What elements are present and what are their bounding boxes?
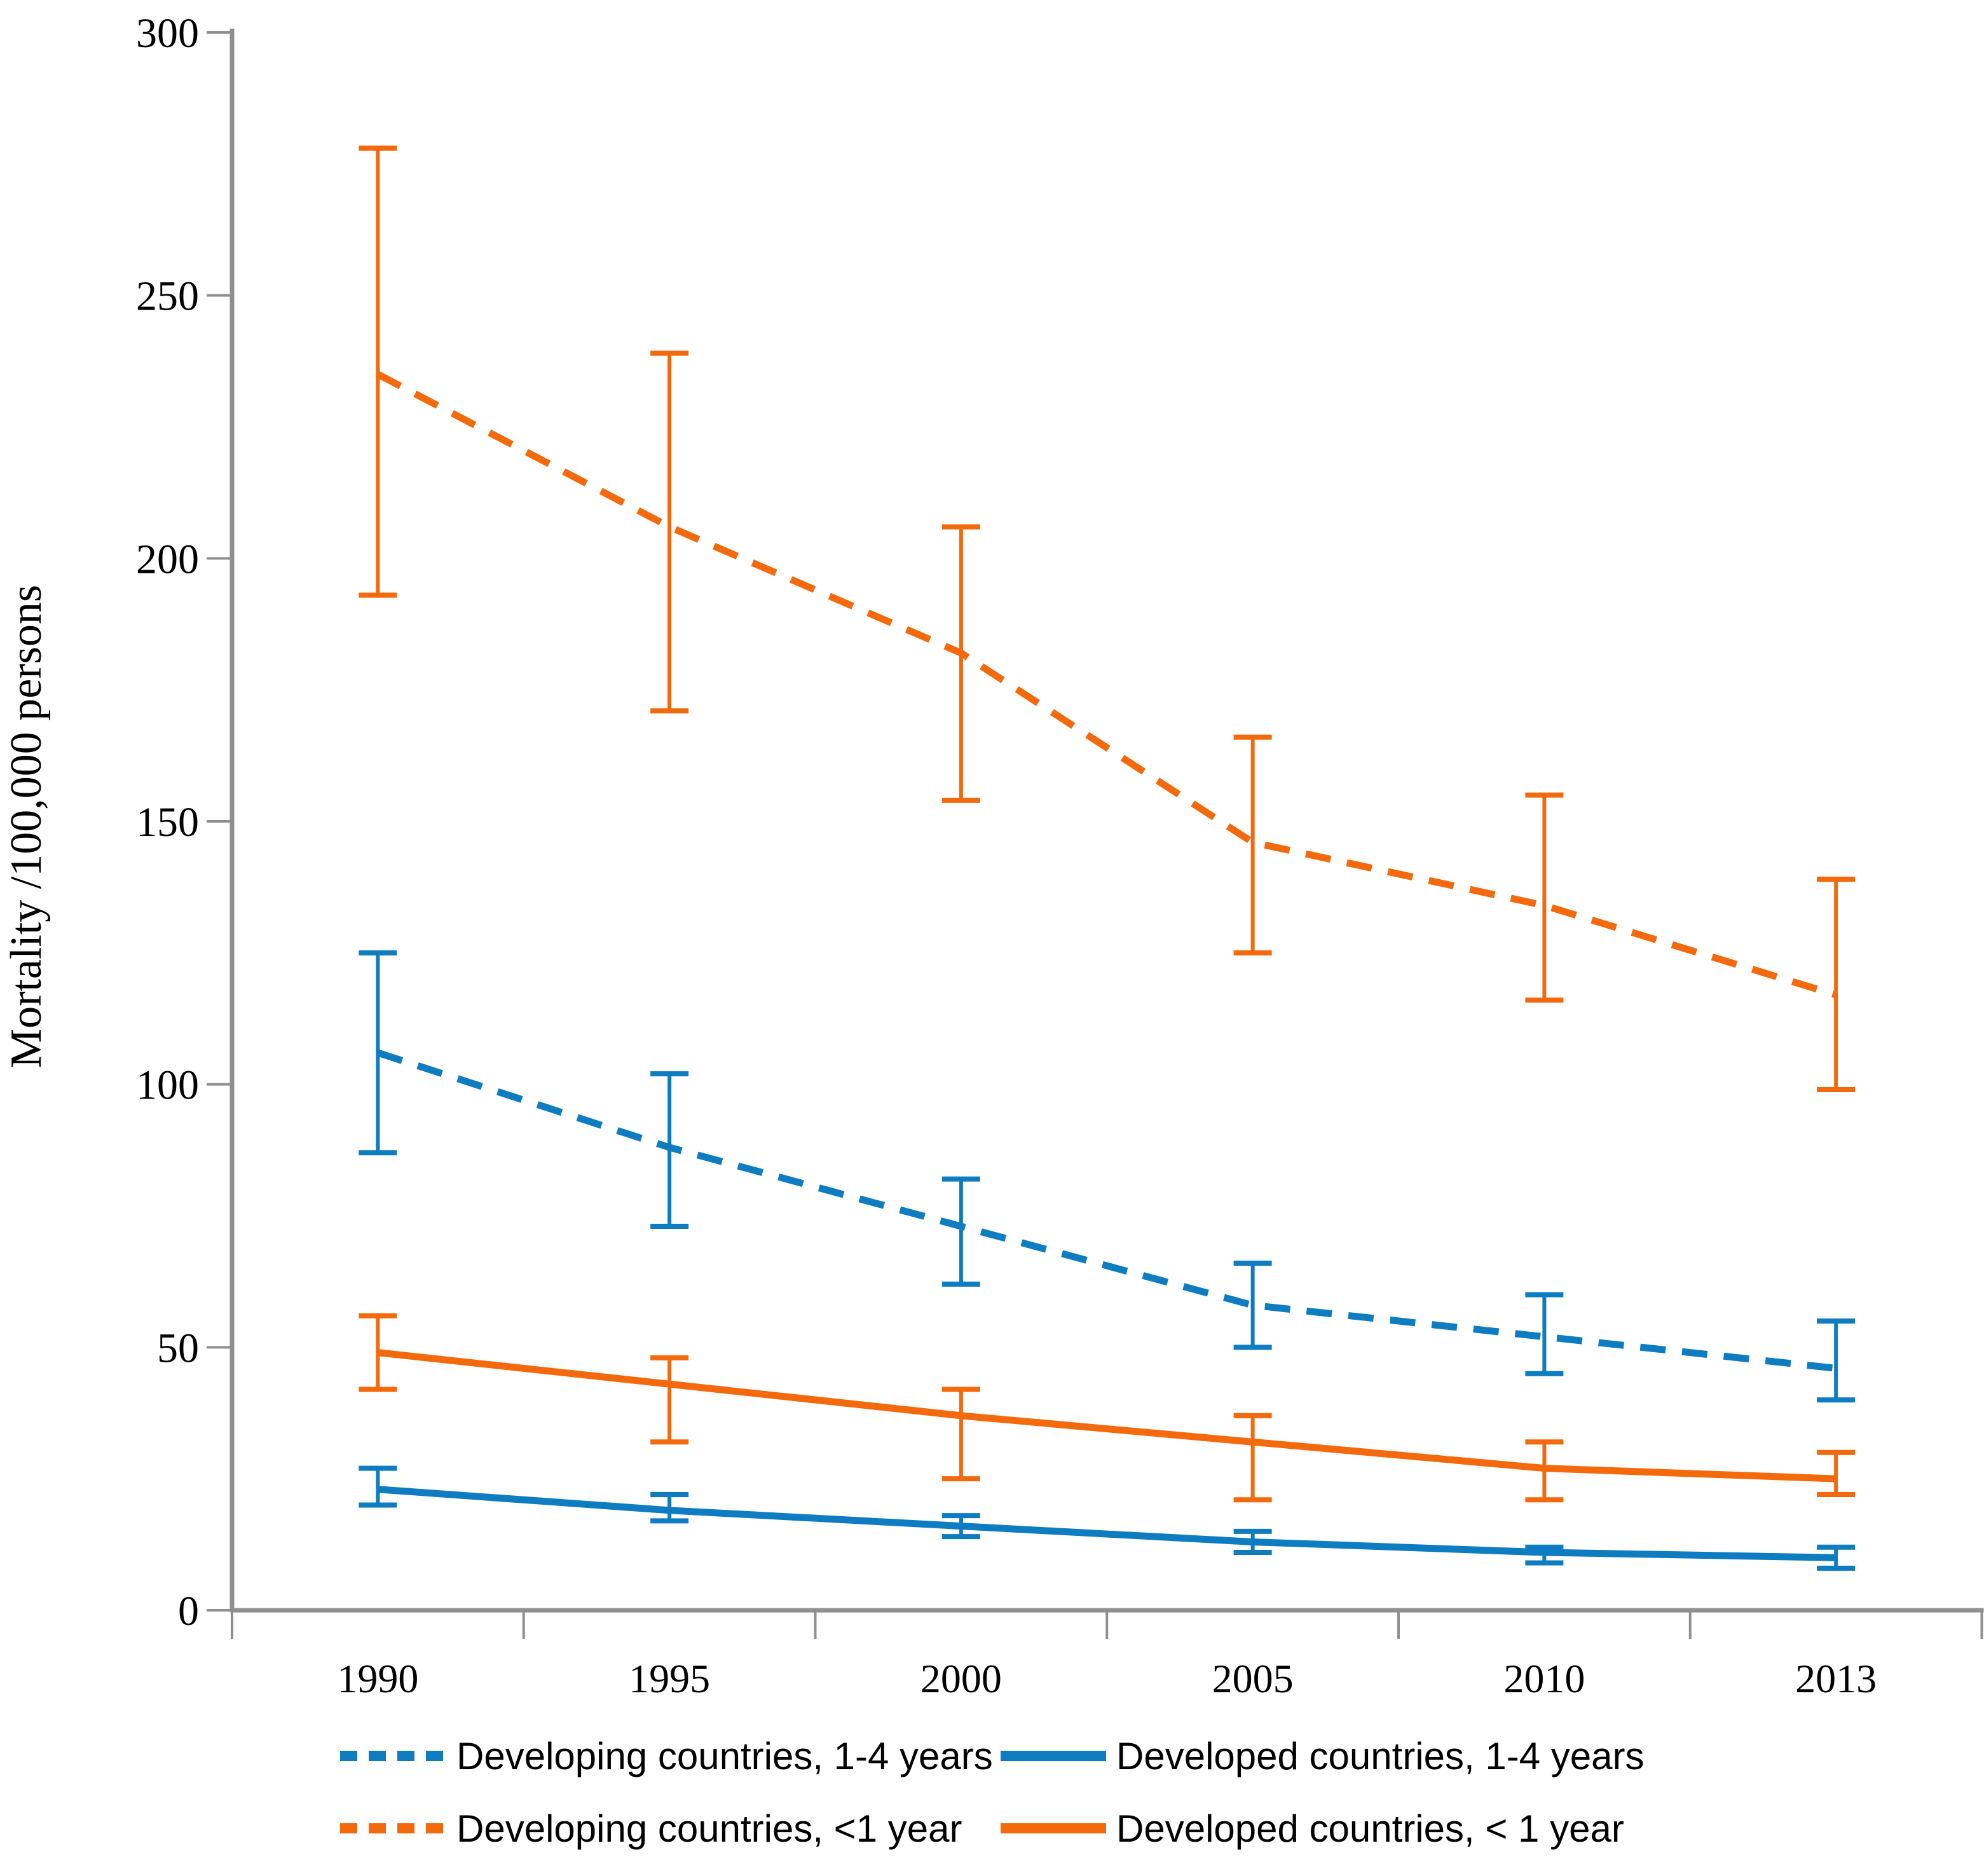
x-tick-label: 2005 xyxy=(1212,1656,1294,1701)
y-tick-label: 300 xyxy=(136,10,199,57)
series-2 xyxy=(359,146,1856,1092)
error-bar xyxy=(1525,1292,1564,1376)
series-line xyxy=(376,371,1837,999)
y-tick-label: 250 xyxy=(136,273,199,320)
legend-label: Developed countries, < 1 year xyxy=(1116,1807,1624,1850)
legend-label: Developing countries, 1-4 years xyxy=(456,1735,993,1777)
error-bar xyxy=(1233,1413,1272,1503)
error-bar xyxy=(359,146,397,598)
series-line xyxy=(377,1349,1837,1482)
y-tick-label: 100 xyxy=(136,1062,199,1109)
x-tick-label: 2013 xyxy=(1795,1656,1877,1701)
error-bar xyxy=(941,524,980,803)
y-axis-title: Mortality /100,000 persons xyxy=(2,585,51,1068)
y-tick-label: 50 xyxy=(157,1325,199,1371)
series-line xyxy=(376,1049,1837,1372)
plot-area: 0 50 100 150 200 250 300 1990 1995 2000 2005 2010 20… xyxy=(136,10,1984,1701)
error-bar xyxy=(1817,1318,1856,1403)
error-bar xyxy=(1233,734,1272,955)
error-bar xyxy=(1817,1449,1856,1497)
y-tick-label: 150 xyxy=(136,799,199,846)
y-tick-label: 0 xyxy=(178,1588,199,1634)
y-tick-label: 200 xyxy=(136,536,199,582)
error-bar xyxy=(941,1176,980,1287)
x-tick-label: 2010 xyxy=(1503,1656,1585,1701)
error-bar xyxy=(359,1465,397,1508)
legend-label: Developed countries, 1-4 years xyxy=(1116,1735,1644,1777)
x-tick-label: 1995 xyxy=(629,1656,710,1701)
error-bar xyxy=(941,1386,980,1482)
series-line xyxy=(377,1486,1837,1561)
error-bar xyxy=(1525,792,1564,1003)
series-0 xyxy=(359,950,1856,1403)
legend-label: Developing countries, <1 year xyxy=(456,1807,962,1850)
error-bar xyxy=(650,350,689,714)
error-bar xyxy=(650,1355,689,1445)
error-bar xyxy=(1233,1260,1272,1350)
series-3 xyxy=(359,1313,1856,1503)
error-bar xyxy=(1817,877,1856,1092)
x-tick-label: 2000 xyxy=(920,1656,1002,1701)
x-tick-label: 1990 xyxy=(337,1656,418,1701)
series-1 xyxy=(359,1465,1856,1571)
legend: Developing countries, 1-4 years Developed… xyxy=(340,1735,1644,1850)
